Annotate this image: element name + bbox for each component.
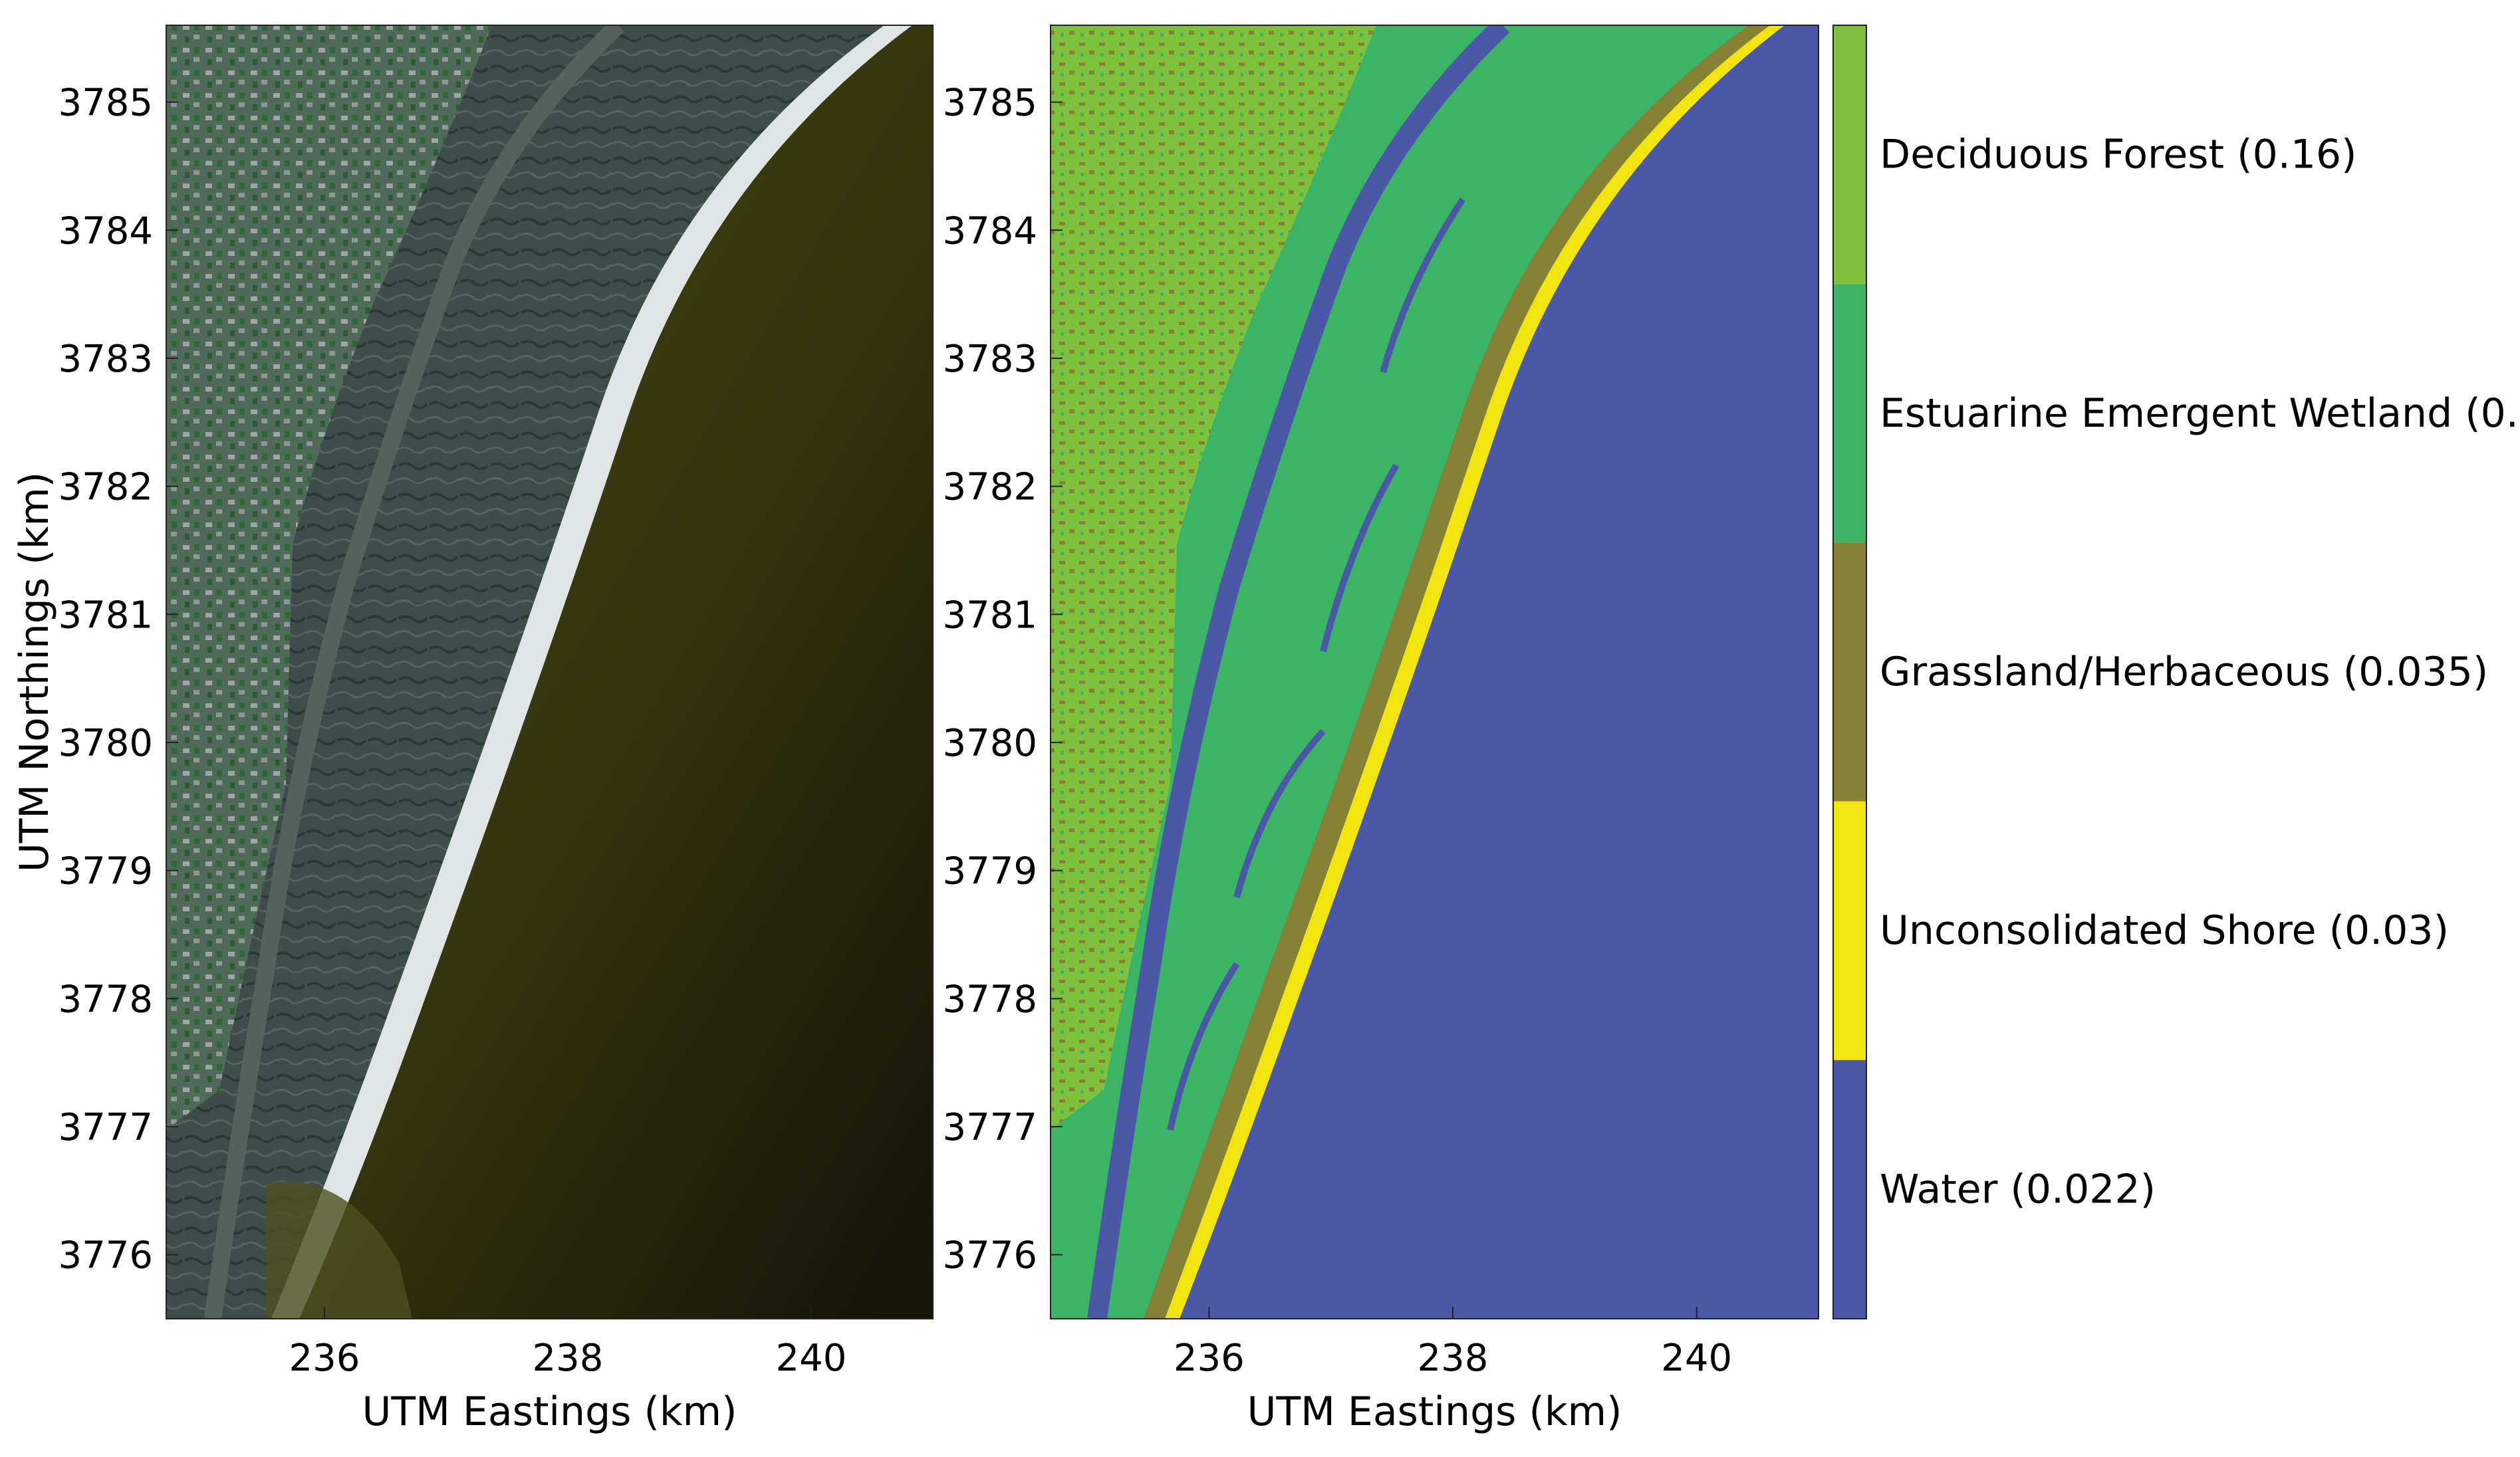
class-shore-strip [1165, 25, 1785, 1319]
x-tick-label: 238 [1418, 1337, 1489, 1380]
y-tick-label: 3785 [942, 82, 1037, 125]
y-tick-label: 3778 [58, 978, 153, 1021]
legend-swatch [1833, 1060, 1866, 1319]
y-axis-label: UTM Northings (km) [11, 472, 58, 872]
y-tick-label: 3779 [58, 850, 153, 893]
class-water-creeks [1167, 197, 1466, 1131]
legend-label: Deciduous Forest (0.16) [1880, 132, 2357, 178]
legend-label: Estuarine Emergent Wetland (0.05) [1880, 390, 2520, 437]
y-tick-label: 3780 [58, 722, 153, 765]
y-tick-label: 3785 [58, 82, 153, 125]
legend-label: Grassland/Herbaceous (0.035) [1880, 649, 2488, 695]
x-axis-label: UTM Eastings (km) [1247, 1389, 1622, 1435]
town-area [166, 25, 492, 1130]
legend-swatch [1833, 801, 1866, 1060]
x-tick-label: 238 [533, 1337, 604, 1380]
satellite-image-panel [166, 25, 934, 1319]
y-tick-label: 3776 [942, 1234, 1037, 1278]
x-tick-label: 236 [289, 1337, 360, 1380]
y-tick-label: 3776 [58, 1234, 153, 1278]
y-tick-label: 3782 [942, 466, 1037, 509]
class-grass-strip [1144, 25, 1770, 1319]
legend-label: Water (0.022) [1880, 1166, 2156, 1212]
beach-strip [271, 25, 912, 1319]
y-tick-label: 3781 [942, 594, 1037, 637]
legend-swatch [1833, 542, 1866, 802]
y-tick-label: 3784 [942, 209, 1037, 253]
y-tick-label: 3783 [58, 338, 153, 381]
classification-map-panel [1050, 25, 1819, 1319]
x-axis-label: UTM Eastings (km) [362, 1389, 737, 1435]
y-tick-label: 3780 [942, 722, 1037, 765]
x-tick-label: 240 [776, 1337, 847, 1380]
x-tick-label: 240 [1661, 1337, 1732, 1380]
axes-labels: 236 238 240 3785 3784 3783 3782 3781 3780 3779 377… [11, 82, 1732, 1435]
legend-swatch [1833, 25, 1866, 284]
legend-swatch [1833, 284, 1866, 543]
y-tick-label: 3779 [942, 850, 1037, 893]
y-tick-label: 3783 [942, 338, 1037, 381]
inlet-plume [266, 1181, 412, 1319]
y-tick-label: 3782 [58, 466, 153, 509]
legend-colorbar: Deciduous Forest (0.16) Estuarine Emergen… [1832, 25, 2520, 1319]
y-tick-label: 3784 [58, 209, 153, 253]
legend-label: Unconsolidated Shore (0.03) [1880, 907, 2449, 954]
y-tick-label: 3781 [58, 594, 153, 637]
tidal-channel [204, 25, 624, 1319]
class-water-channel [1087, 25, 1510, 1319]
y-tick-label: 3778 [942, 978, 1037, 1021]
class-forest-town [1051, 25, 1376, 1130]
y-tick-label: 3777 [942, 1106, 1037, 1149]
x-tick-label: 236 [1174, 1337, 1245, 1380]
y-tick-label: 3777 [58, 1106, 153, 1149]
